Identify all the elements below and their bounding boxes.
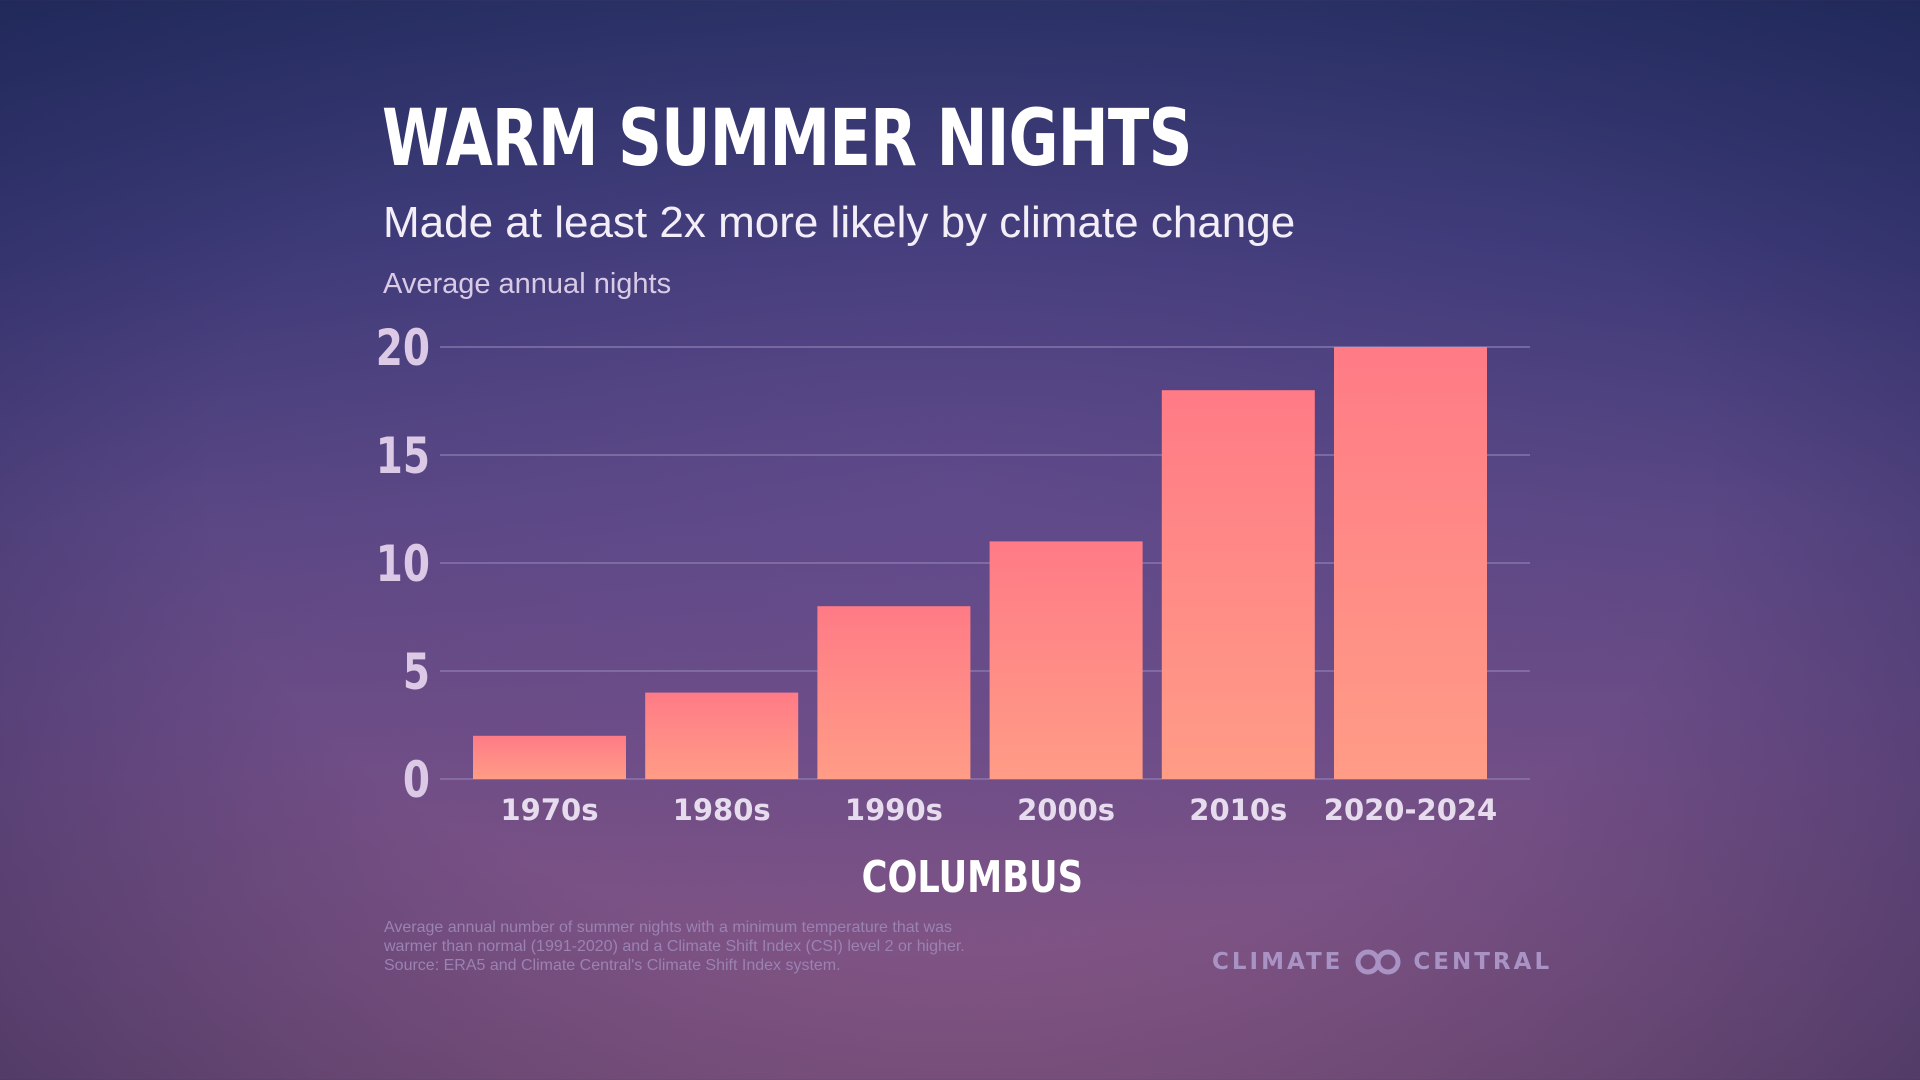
footnote: Average annual number of summer nights w… bbox=[384, 918, 1034, 975]
x-axis-ticks: 1970s 1980s 1990s 2000s 2010s 2020-2024 bbox=[501, 793, 1498, 827]
x-axis-label: COLUMBUS bbox=[0, 852, 1920, 903]
footnote-line: Average annual number of summer nights w… bbox=[384, 919, 952, 936]
bar-1980s bbox=[645, 692, 799, 779]
chart-title: WARM SUMMER NIGHTS bbox=[382, 94, 1192, 184]
bar-2000s bbox=[989, 541, 1143, 779]
y-tick-label: 10 bbox=[376, 534, 430, 593]
y-axis-ticks: 0 5 10 15 20 bbox=[376, 318, 430, 809]
bar-1990s bbox=[817, 606, 971, 779]
y-axis-label: Average annual nights bbox=[383, 268, 672, 300]
climate-central-logo-icon bbox=[1355, 949, 1401, 975]
climate-central-logo: CLIMATE CENTRAL bbox=[1212, 948, 1552, 976]
x-tick-label: 2000s bbox=[1017, 793, 1115, 827]
footnote-line: warmer than normal (1991-2020) and a Cli… bbox=[384, 938, 965, 955]
city-name: COLUMBUS bbox=[861, 852, 1084, 903]
chart-subtitle: Made at least 2x more likely by climate … bbox=[383, 198, 1296, 247]
bar-1970s bbox=[473, 735, 626, 779]
brand-text-left: CLIMATE bbox=[1212, 949, 1344, 975]
x-tick-label: 2010s bbox=[1189, 793, 1287, 827]
x-tick-label: 1990s bbox=[845, 793, 943, 827]
x-tick-label: 1980s bbox=[673, 793, 771, 827]
x-tick-label: 2020-2024 bbox=[1324, 793, 1497, 827]
y-tick-label: 5 bbox=[403, 642, 430, 701]
x-tick-label: 1970s bbox=[501, 793, 599, 827]
y-tick-label: 15 bbox=[376, 426, 430, 485]
y-tick-label: 20 bbox=[376, 318, 430, 377]
brand-text-right: CENTRAL bbox=[1413, 949, 1553, 975]
bar-2010s bbox=[1161, 390, 1315, 779]
y-tick-label: 0 bbox=[403, 750, 430, 809]
footnote-line: Source: ERA5 and Climate Central's Clima… bbox=[384, 957, 841, 974]
bar-2020-2024 bbox=[1334, 347, 1487, 779]
bars bbox=[473, 347, 1487, 779]
